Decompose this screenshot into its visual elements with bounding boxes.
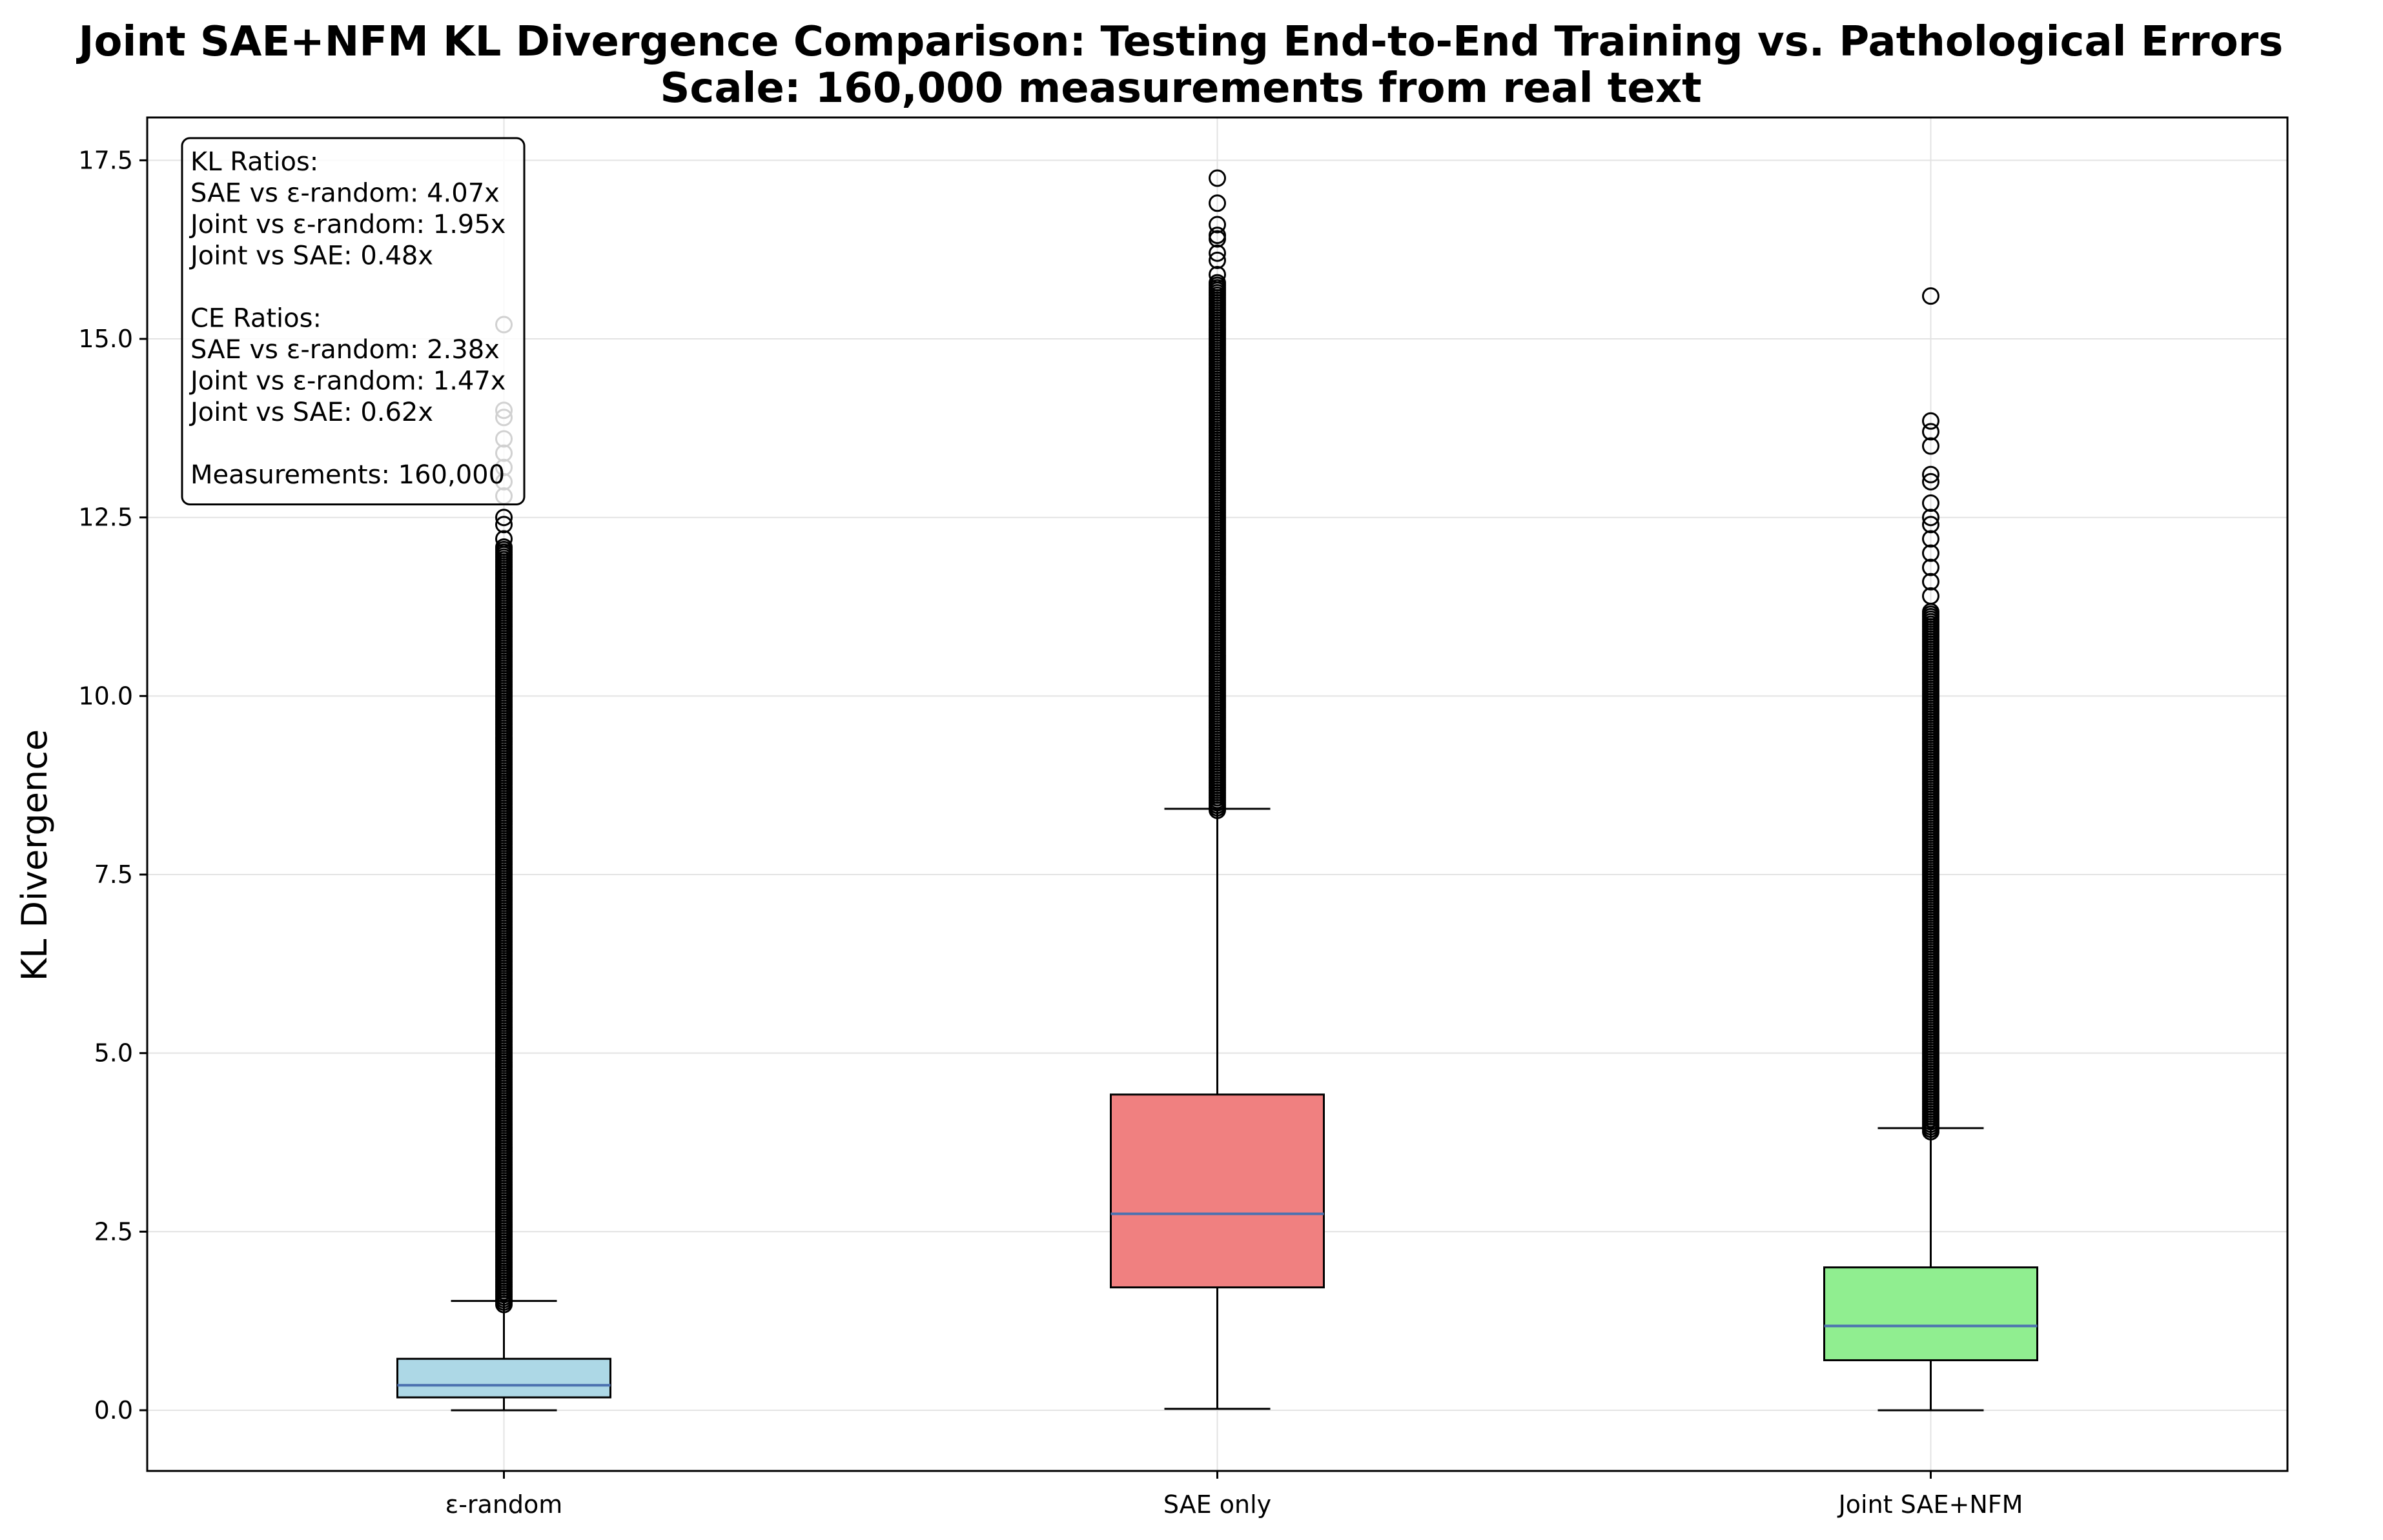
outlier-point: [1922, 572, 1939, 591]
outlier-point: [1209, 216, 1226, 234]
outlier-point: [1922, 437, 1939, 455]
outlier-point: [1922, 423, 1939, 441]
outlier-point: [495, 509, 513, 527]
outlier-point: [1922, 472, 1939, 491]
y-tick-label: 10.0: [78, 682, 133, 710]
y-tick-label: 5.0: [94, 1039, 133, 1068]
outlier-point: [495, 538, 513, 556]
outlier-point: [1922, 494, 1939, 512]
outlier-point: [1209, 227, 1226, 245]
box-iqr: [1110, 1093, 1325, 1289]
box-group: [1823, 287, 2038, 1412]
y-tick-label: 7.5: [94, 860, 133, 889]
chart-title: Joint SAE+NFM KL Divergence Comparison: …: [76, 18, 2284, 66]
y-axis-label: KL Divergence: [14, 729, 55, 981]
outlier-point: [1922, 544, 1939, 562]
outlier-point: [1209, 274, 1226, 292]
outlier-point: [495, 530, 513, 548]
stats-box-frame: [181, 137, 526, 505]
axes: 0.0 2.5 5.0 7.5 10.0 12.5 15.0 17.5 ε-random SAE …: [78, 116, 2289, 1519]
y-tick-label: 2.5: [94, 1217, 133, 1246]
stats-line: Joint vs SAE: 0.62x: [189, 398, 433, 427]
outlier-point: [1922, 530, 1939, 548]
x-tick-label: Joint SAE+NFM: [1837, 1490, 2023, 1519]
y-tick-label: 17.5: [78, 146, 133, 174]
outlier-point: [1922, 516, 1939, 534]
stats-line: KL Ratios:: [190, 147, 318, 177]
outlier-point: [1209, 265, 1226, 283]
stats-line: Measurements: 160,000: [190, 460, 505, 490]
stats-line: SAE vs ε-random: 4.07x: [190, 179, 500, 208]
box-series: [396, 169, 2038, 1412]
chart-subtitle: Scale: 160,000 measurements from real te…: [660, 65, 1701, 112]
stats-line: Joint vs SAE: 0.48x: [189, 241, 433, 271]
outlier-point: [1209, 251, 1226, 269]
outlier-point: [1209, 169, 1226, 187]
outlier-point: [1922, 412, 1939, 430]
outlier-point: [1209, 194, 1226, 212]
box-iqr: [1823, 1266, 2038, 1361]
y-tick-label: 12.5: [78, 503, 133, 532]
outlier-point: [1922, 465, 1939, 483]
y-tick-label: 15.0: [78, 325, 133, 353]
outlier-point: [495, 516, 513, 534]
outlier-point: [1922, 587, 1939, 605]
outlier-point: [1922, 287, 1939, 305]
outlier-point: [1209, 244, 1226, 262]
x-tick-label: SAE only: [1163, 1490, 1271, 1519]
stats-line: SAE vs ε-random: 2.38x: [190, 335, 500, 365]
box-group: [396, 316, 611, 1412]
outlier-point: [1922, 558, 1939, 576]
box-group: [1110, 169, 1325, 1410]
box-iqr: [396, 1357, 611, 1399]
stats-line: CE Ratios:: [190, 304, 322, 334]
stats-line: Joint vs ε-random: 1.95x: [189, 210, 506, 239]
outlier-point: [1922, 509, 1939, 527]
x-tick-label: ε-random: [445, 1490, 563, 1519]
stats-line: Joint vs ε-random: 1.47x: [189, 367, 506, 396]
y-tick-label: 0.0: [94, 1396, 133, 1424]
